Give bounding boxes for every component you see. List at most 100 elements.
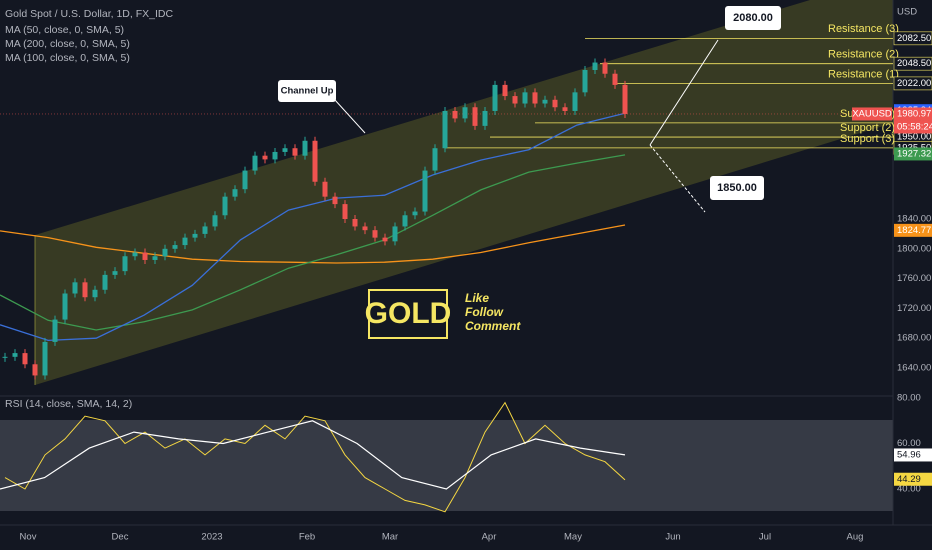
price-tick: 1800.00 bbox=[897, 243, 931, 254]
candle bbox=[122, 256, 128, 272]
price-tick: 1840.00 bbox=[897, 214, 931, 225]
arrow bbox=[649, 39, 719, 146]
candle bbox=[372, 230, 378, 238]
candle bbox=[612, 73, 618, 85]
candle bbox=[362, 226, 368, 231]
rsi-line bbox=[4, 401, 626, 513]
candle bbox=[182, 237, 188, 246]
rsi-tick: 80.00 bbox=[897, 393, 921, 404]
rsi-band bbox=[0, 420, 893, 511]
price-tag-label: 1824.77 bbox=[897, 225, 931, 236]
rsi-tick: 60.00 bbox=[897, 438, 921, 449]
rsi-tick: 40.00 bbox=[897, 484, 921, 495]
call: Follow bbox=[465, 305, 504, 319]
level-name: Resistance (1) bbox=[828, 68, 899, 80]
candle bbox=[62, 293, 68, 320]
time-tick: Mar bbox=[382, 532, 398, 543]
candle bbox=[92, 289, 98, 298]
ma-line bbox=[0, 224, 626, 264]
candle bbox=[162, 248, 168, 257]
call: Comment bbox=[465, 319, 521, 333]
call: Like bbox=[465, 291, 489, 305]
candle bbox=[412, 211, 418, 216]
candle bbox=[492, 84, 498, 111]
candle bbox=[552, 99, 558, 108]
symbol-tag bbox=[852, 107, 892, 121]
price-tag-label: 05:58:24 bbox=[897, 121, 932, 132]
candle bbox=[392, 226, 398, 242]
candle bbox=[2, 356, 8, 358]
indicator: MA (200, close, 0, SMA, 5) bbox=[5, 38, 130, 50]
annotation-box bbox=[278, 80, 336, 102]
logo-box bbox=[368, 289, 448, 339]
price-tag bbox=[894, 107, 932, 121]
candle bbox=[82, 282, 88, 298]
arrow bbox=[334, 99, 366, 134]
rsi-tag bbox=[894, 472, 932, 486]
price-tick: 1640.00 bbox=[897, 363, 931, 374]
level-name: Resistance (3) bbox=[828, 23, 899, 35]
price-tick: 1720.00 bbox=[897, 303, 931, 314]
candle bbox=[452, 110, 458, 119]
annotation: 1850.00 bbox=[717, 182, 757, 194]
candle bbox=[282, 148, 288, 152]
candle bbox=[12, 353, 18, 357]
time-tick: Jun bbox=[665, 532, 680, 543]
level-tag bbox=[893, 56, 932, 71]
candle bbox=[402, 215, 408, 227]
candle bbox=[432, 148, 438, 171]
candle bbox=[542, 99, 548, 104]
rsi-tag-label: 44.29 bbox=[897, 474, 921, 485]
indicator: MA (100, close, 0, SMA, 5) bbox=[5, 52, 130, 64]
candle bbox=[352, 219, 358, 227]
candle bbox=[502, 84, 508, 97]
candle bbox=[622, 84, 628, 114]
candle bbox=[322, 181, 328, 197]
price-tag-label: 1980.97 bbox=[897, 108, 931, 119]
candle bbox=[232, 189, 238, 197]
candle bbox=[522, 92, 528, 104]
candle bbox=[112, 271, 118, 275]
candle bbox=[332, 196, 338, 205]
candle bbox=[382, 237, 388, 242]
candle bbox=[572, 92, 578, 111]
price-tag bbox=[894, 223, 932, 237]
candle bbox=[342, 204, 348, 219]
price-tag-label: 1927.32 bbox=[897, 148, 931, 159]
level-name: Support (3) bbox=[840, 133, 895, 145]
candle bbox=[212, 215, 218, 227]
candle bbox=[132, 252, 138, 257]
header-title: Gold Spot / U.S. Dollar, 1D, FX_IDC bbox=[5, 8, 173, 20]
candle bbox=[52, 319, 58, 342]
candle bbox=[152, 256, 158, 260]
candle bbox=[32, 364, 38, 376]
time-tick: 2023 bbox=[201, 532, 222, 543]
level-tag bbox=[893, 31, 932, 46]
price-tick: 1680.00 bbox=[897, 333, 931, 344]
candle bbox=[312, 140, 318, 182]
rsi-ma-line bbox=[0, 420, 626, 490]
level-label: 1950.00 bbox=[897, 132, 931, 143]
candle bbox=[512, 96, 518, 104]
rsi-title: RSI (14, close, SMA, 14, 2) bbox=[5, 398, 132, 410]
candle bbox=[242, 170, 248, 190]
candle bbox=[422, 170, 428, 212]
level-label: 2082.50 bbox=[897, 33, 931, 44]
candle bbox=[192, 233, 198, 238]
channel bbox=[35, 0, 893, 385]
candle bbox=[462, 107, 468, 119]
candle bbox=[582, 70, 588, 93]
time-tick: Aug bbox=[847, 532, 864, 543]
logo: GOLD bbox=[365, 297, 452, 330]
ma-line bbox=[0, 154, 626, 331]
candle bbox=[142, 252, 148, 260]
candle bbox=[482, 110, 488, 126]
candle bbox=[442, 110, 448, 149]
candle bbox=[202, 226, 208, 234]
candle bbox=[222, 196, 228, 216]
candle bbox=[22, 353, 28, 365]
symbol-tag-label: XAUUSD bbox=[852, 108, 892, 119]
level-name: Support (2) bbox=[840, 122, 895, 134]
indicator: MA (50, close, 0, SMA, 5) bbox=[5, 24, 124, 36]
